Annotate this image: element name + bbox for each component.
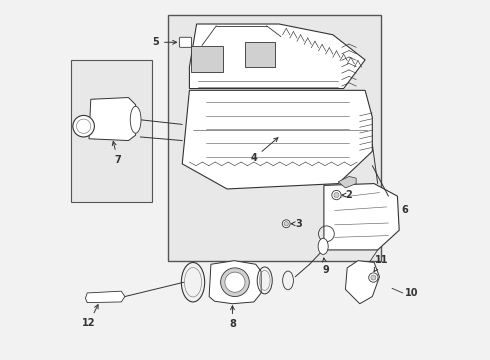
Polygon shape xyxy=(182,90,372,189)
Polygon shape xyxy=(209,261,261,304)
Circle shape xyxy=(332,190,341,200)
Circle shape xyxy=(225,272,245,292)
Text: 8: 8 xyxy=(229,306,236,329)
Text: 12: 12 xyxy=(82,305,98,328)
Circle shape xyxy=(73,116,95,137)
Polygon shape xyxy=(338,176,356,188)
Ellipse shape xyxy=(318,238,328,255)
Text: 3: 3 xyxy=(291,219,302,229)
Text: 6: 6 xyxy=(401,206,408,216)
Text: 9: 9 xyxy=(322,258,329,275)
Polygon shape xyxy=(85,291,125,303)
Polygon shape xyxy=(89,98,136,140)
FancyBboxPatch shape xyxy=(179,37,192,47)
Text: 2: 2 xyxy=(342,190,352,200)
Polygon shape xyxy=(190,24,365,89)
Bar xyxy=(245,42,275,67)
Ellipse shape xyxy=(130,106,141,133)
Circle shape xyxy=(282,220,290,228)
Text: 4: 4 xyxy=(250,138,278,163)
Circle shape xyxy=(368,273,378,282)
Text: 11: 11 xyxy=(374,255,388,271)
Polygon shape xyxy=(324,184,399,250)
Circle shape xyxy=(334,193,339,198)
Text: 5: 5 xyxy=(152,37,176,47)
Polygon shape xyxy=(345,261,379,304)
Text: 7: 7 xyxy=(112,141,121,165)
Circle shape xyxy=(284,222,289,226)
Bar xyxy=(191,45,223,72)
Circle shape xyxy=(371,275,376,280)
Circle shape xyxy=(220,268,249,297)
Bar xyxy=(168,15,381,261)
Text: 10: 10 xyxy=(405,288,418,298)
Bar xyxy=(71,60,152,202)
